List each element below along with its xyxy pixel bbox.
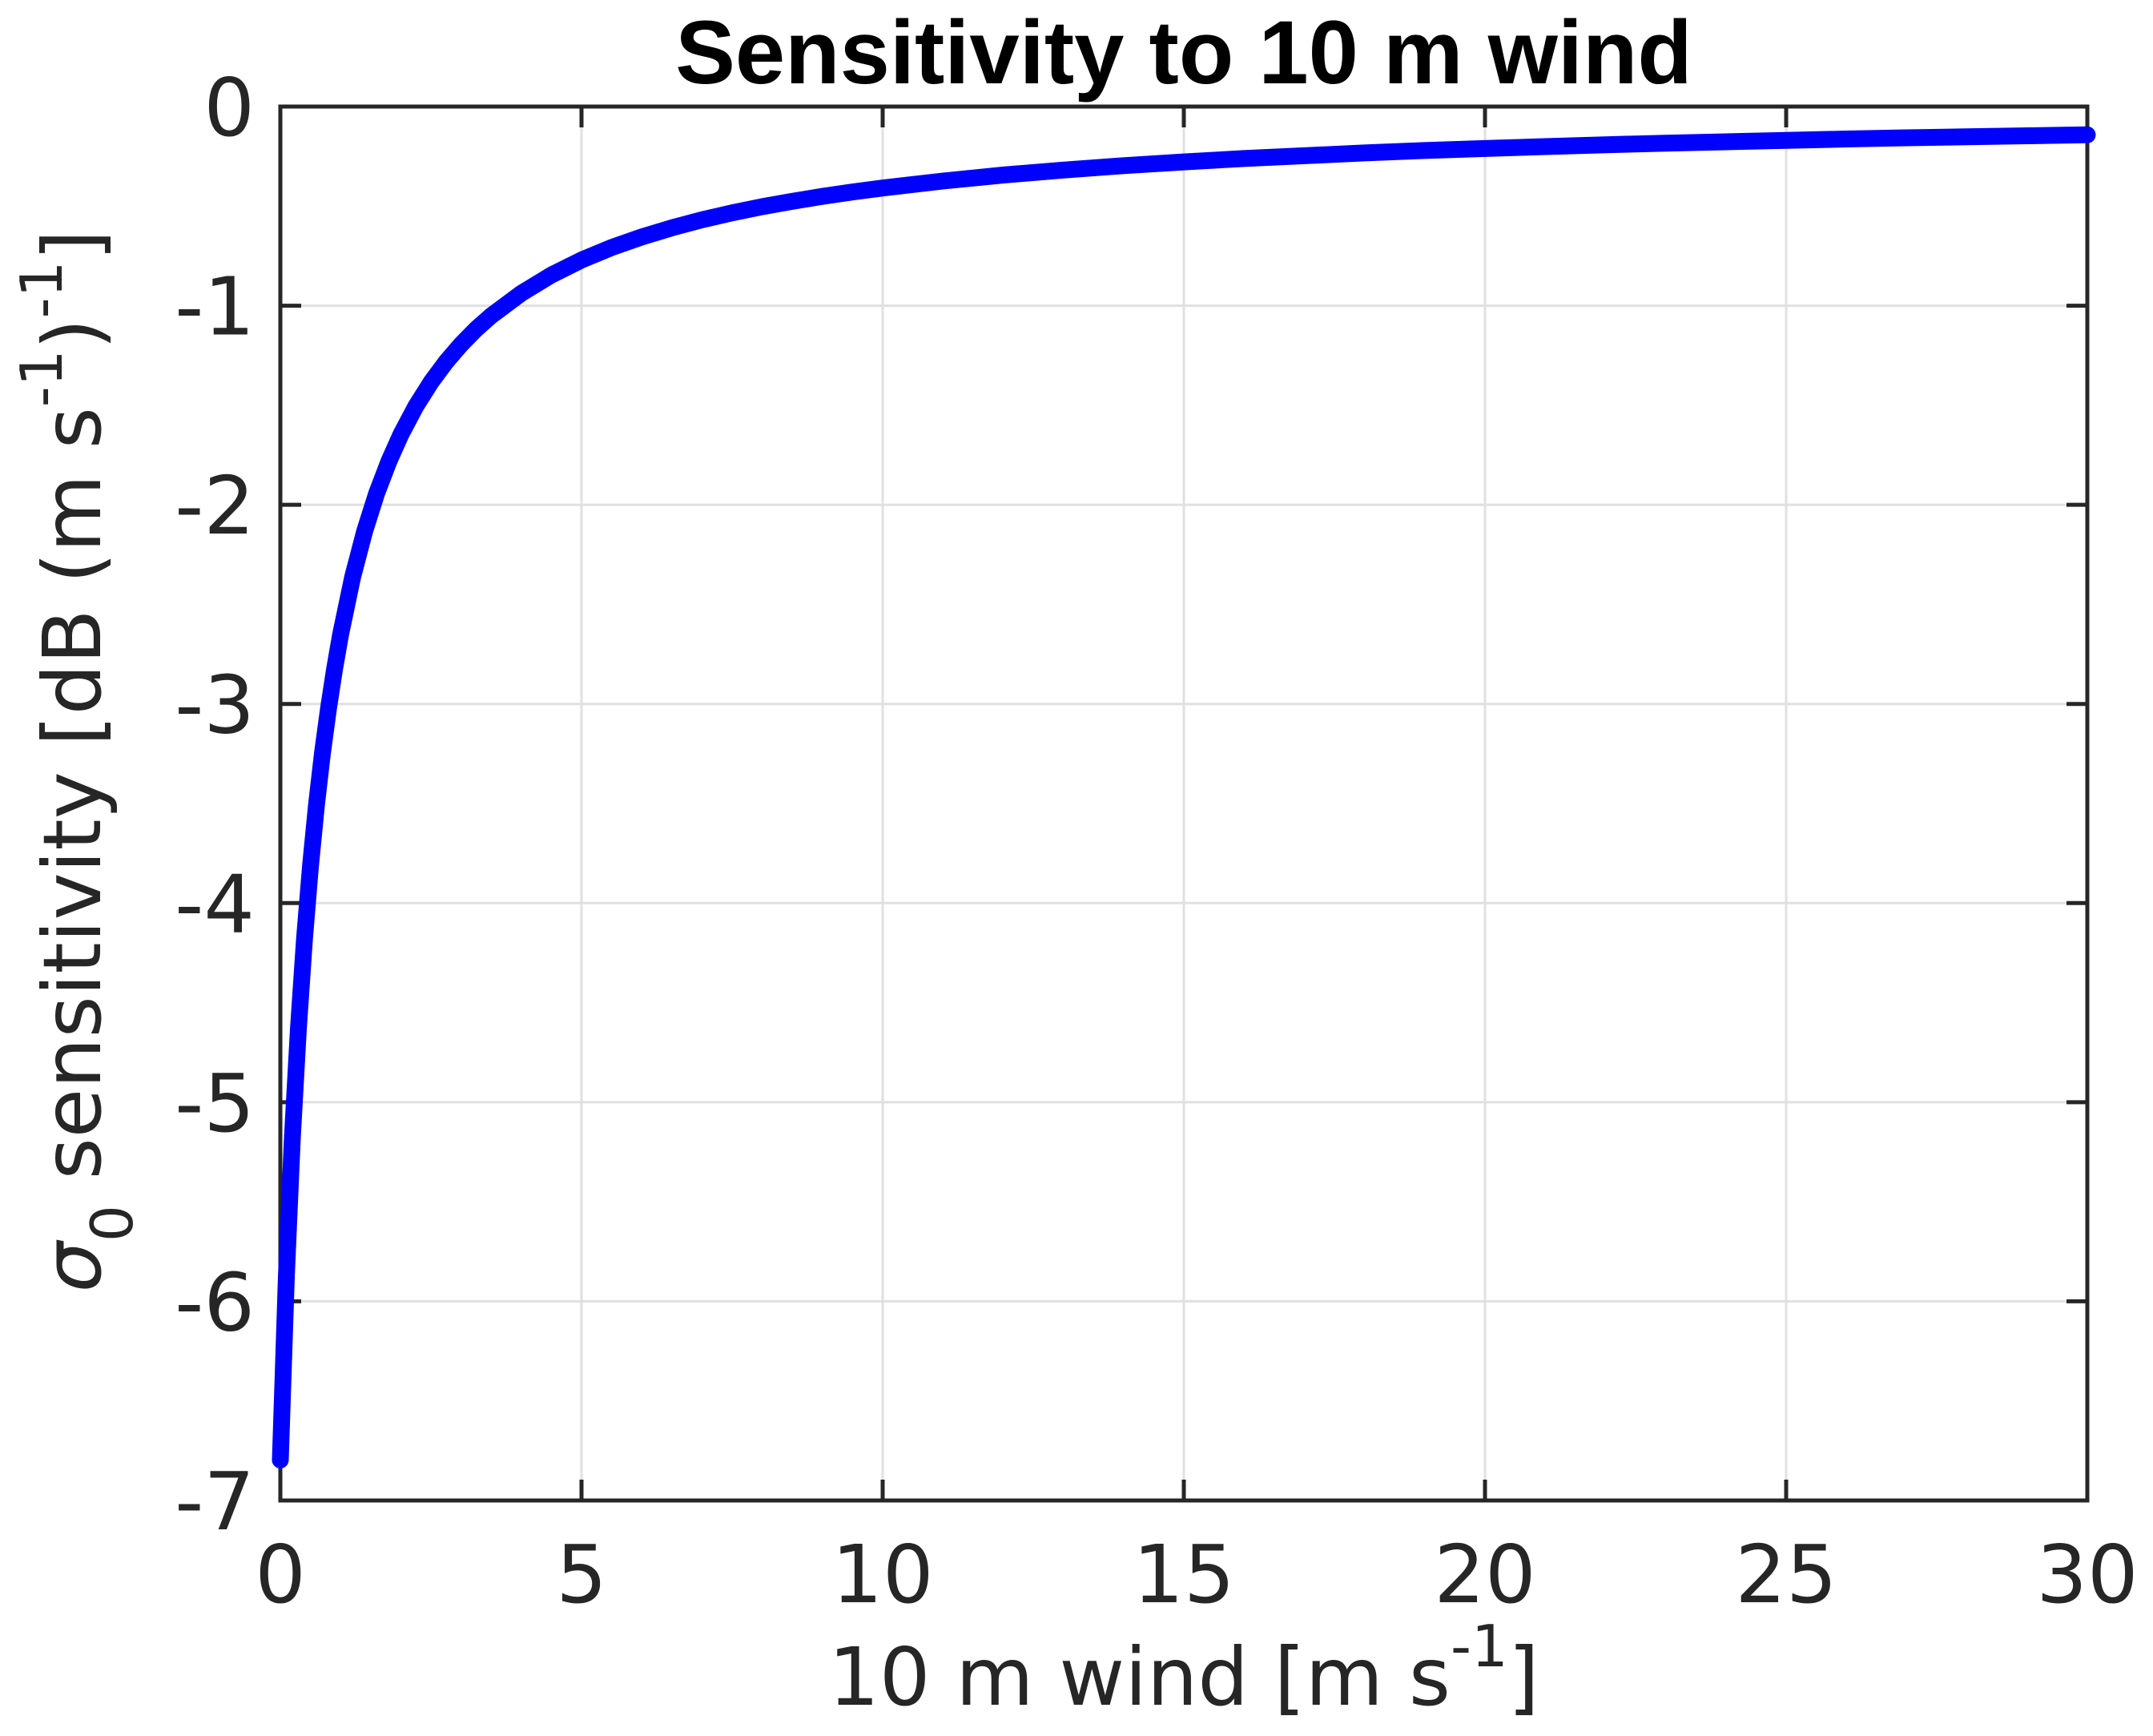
x-tick-label: 25	[1735, 1528, 1837, 1621]
y-axis-label-superscript-1: -1	[8, 349, 75, 407]
sensitivity-line	[272, 126, 2096, 1468]
y-axis-label-close-bracket: ]	[26, 230, 119, 261]
y-tick-label: -6	[175, 1255, 255, 1349]
y-axis-label-sigma: σ	[26, 1239, 119, 1292]
x-axis-label-main: 10 m wind [m s	[828, 1630, 1451, 1724]
y-tick-label: 0	[203, 61, 255, 155]
x-tick-label: 10	[831, 1528, 933, 1621]
y-tick-label: -4	[175, 857, 255, 951]
x-tick-label: 15	[1133, 1528, 1234, 1621]
y-tick-label: -2	[175, 459, 255, 553]
y-tick-label: -1	[175, 260, 255, 354]
x-axis-label-superscript: -1	[1451, 1613, 1508, 1680]
x-axis-label: 10 m wind [m s-1]	[828, 1613, 1539, 1724]
y-tick-label: -7	[175, 1455, 255, 1549]
y-axis-label-subscript-zero: 0	[78, 1205, 146, 1242]
y-tick-label: -3	[175, 659, 255, 752]
y-axis-label: σ0 sensitivity [dB (m s-1)-1]	[8, 230, 146, 1293]
y-tick-label: -5	[175, 1057, 255, 1150]
x-tick-label: 30	[2036, 1528, 2138, 1621]
chart-title: Sensitivity to 10 m wind	[675, 2, 1692, 103]
x-axis-label-close-bracket: ]	[1508, 1630, 1539, 1724]
y-axis-label-superscript-2: -1	[8, 261, 75, 319]
sensitivity-curve	[272, 126, 2096, 1468]
tick-marks	[278, 104, 2090, 1503]
gridlines	[280, 107, 2087, 1500]
y-axis-label-main: sensitivity [dB (m s	[26, 407, 119, 1205]
x-tick-label: 20	[1434, 1528, 1535, 1621]
x-tick-label: 0	[255, 1528, 306, 1621]
x-tick-label: 5	[556, 1528, 607, 1621]
y-axis-label-paren: )	[26, 318, 119, 349]
tick-labels: 0 5 10 15 20 25 30 0 -1 -2 -3 -4 -5 -6 -7	[175, 61, 2138, 1621]
